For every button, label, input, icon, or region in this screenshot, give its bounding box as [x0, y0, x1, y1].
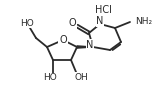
Text: O: O: [68, 18, 76, 28]
Text: O: O: [59, 35, 67, 45]
Text: N: N: [86, 40, 94, 50]
Polygon shape: [77, 46, 93, 48]
Text: NH₂: NH₂: [135, 16, 152, 26]
Text: HCl: HCl: [95, 5, 111, 15]
Text: OH: OH: [74, 72, 88, 82]
Text: HO: HO: [20, 18, 34, 28]
Text: N: N: [96, 16, 104, 26]
Text: HO: HO: [43, 74, 57, 82]
